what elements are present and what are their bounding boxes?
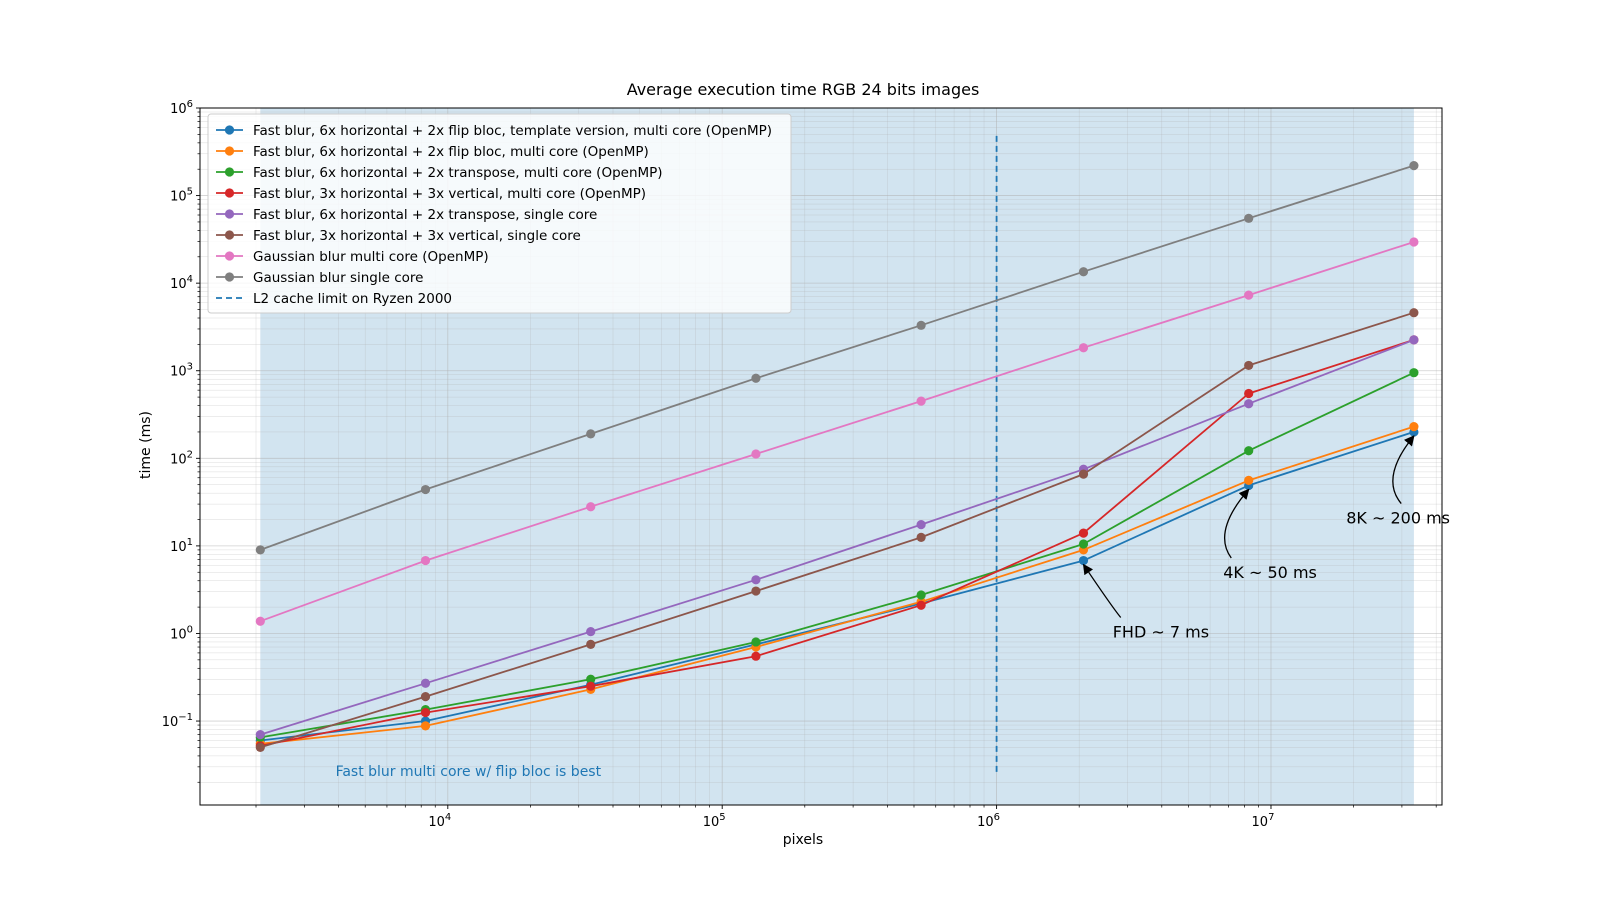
- series-3-point: [916, 590, 926, 600]
- series-7-point: [1244, 290, 1254, 300]
- plot-area: 104 105 106 107 10−1 100 101 102 103 104 105 106 Fas…: [162, 99, 1450, 830]
- legend-label-6: Fast blur, 3x horizontal + 3x vertical, …: [253, 228, 581, 244]
- series-4-point: [916, 600, 926, 610]
- legend-marker-5: [224, 209, 235, 219]
- series-5-point: [255, 730, 265, 740]
- y-axis-label: time (ms): [138, 411, 154, 479]
- legend-marker-8: [224, 272, 235, 282]
- series-7-point: [1409, 237, 1419, 247]
- legend-label-3: Fast blur, 6x horizontal + 2x transpose,…: [253, 165, 663, 181]
- series-8-point: [916, 320, 926, 330]
- series-3-point: [751, 637, 761, 647]
- series-line-6: [260, 311, 1415, 749]
- legend-marker-3: [224, 167, 235, 177]
- series-5-point: [751, 575, 761, 585]
- legend: Fast blur, 6x horizontal + 2x flip bloc,…: [207, 113, 792, 314]
- series-2-point: [1409, 422, 1419, 432]
- series-3-point: [1078, 539, 1089, 549]
- x-tick-label: 107: [1252, 812, 1275, 830]
- legend-label-8: Gaussian blur single core: [253, 270, 423, 286]
- legend-label-5: Fast blur, 6x horizontal + 2x transpose,…: [253, 207, 597, 223]
- x-tick-label: 106: [977, 812, 1000, 830]
- chart-title: Average execution time RGB 24 bits image…: [627, 80, 980, 99]
- series-8-point: [1409, 160, 1419, 171]
- series-6-point: [751, 586, 761, 596]
- y-tick-label: 106: [170, 99, 193, 117]
- series-4-point: [420, 707, 431, 718]
- x-tick-label: 104: [428, 812, 451, 830]
- series-6-point: [1078, 469, 1089, 479]
- series-7-point: [751, 449, 761, 459]
- annotation-label-1: FHD ~ 7 ms: [1113, 622, 1209, 641]
- series-5-point: [420, 678, 431, 688]
- plot-frame: [199, 107, 1443, 806]
- series-3-point: [1244, 446, 1254, 456]
- series-7-point: [255, 616, 265, 626]
- y-tick-label: 103: [170, 362, 193, 380]
- annotation-arrow-1: [1082, 563, 1122, 618]
- series-3-point: [1409, 368, 1419, 378]
- legend-label-1: Fast blur, 6x horizontal + 2x flip bloc,…: [253, 123, 772, 139]
- y-tick-label: 104: [170, 274, 193, 292]
- series-line-2: [260, 425, 1415, 745]
- annotation-label-3: 8K ~ 200 ms: [1346, 509, 1450, 528]
- series-6-point: [255, 742, 265, 753]
- series-7-point: [1078, 343, 1089, 353]
- series-6-point: [1244, 360, 1254, 371]
- legend-marker-2: [224, 146, 235, 156]
- series-6-point: [420, 692, 431, 702]
- y-tick-label: 100: [170, 624, 193, 642]
- series-2-point: [420, 721, 431, 731]
- legend-label-7: Gaussian blur multi core (OpenMP): [253, 249, 489, 265]
- series-5-point: [1409, 335, 1419, 345]
- legend-label-2: Fast blur, 6x horizontal + 2x flip bloc,…: [253, 144, 649, 160]
- series-6-point: [586, 639, 596, 650]
- series-6-point: [916, 532, 926, 543]
- series-line-3: [260, 371, 1415, 739]
- series-5-point: [586, 627, 596, 637]
- x-tick-label: 105: [703, 812, 726, 830]
- y-tick-label: 101: [170, 537, 193, 555]
- legend-marker-1: [224, 125, 235, 135]
- series-7-point: [916, 396, 926, 406]
- series-8-point: [255, 545, 265, 555]
- series-8-point: [1244, 213, 1254, 223]
- series-1-point: [1078, 555, 1089, 566]
- series-line-4: [260, 339, 1415, 747]
- legend-marker-6: [224, 230, 235, 240]
- series-5-point: [1244, 399, 1254, 409]
- annotation-label-2: 4K ~ 50 ms: [1223, 563, 1317, 582]
- legend-label-4: Fast blur, 3x horizontal + 3x vertical, …: [253, 186, 646, 202]
- y-tick-label: 105: [170, 187, 193, 205]
- series-6-point: [1409, 308, 1419, 318]
- y-tick-label: 102: [170, 449, 193, 467]
- series-7-point: [420, 555, 431, 566]
- y-tick-label: 10−1: [162, 712, 193, 730]
- series-7-point: [586, 502, 596, 512]
- series-line-8: [259, 164, 1415, 551]
- legend-marker-7: [224, 251, 235, 261]
- series-3-point: [586, 674, 596, 684]
- series-4-point: [751, 651, 761, 661]
- series-5-point: [916, 520, 926, 530]
- annotation-arrow-3: [1392, 435, 1415, 504]
- annotation-arrow-2: [1224, 488, 1250, 559]
- series-line-7: [259, 241, 1415, 623]
- x-axis-label: pixels: [783, 832, 823, 848]
- series-8-point: [420, 484, 431, 495]
- series-2-point: [1244, 475, 1254, 485]
- series-4-point: [586, 681, 596, 691]
- legend-box: [207, 113, 792, 314]
- series-8-point: [751, 373, 761, 383]
- note-text: Fast blur multi core w/ flip bloc is bes…: [336, 764, 602, 780]
- series-8-point: [1078, 267, 1089, 277]
- series-8-point: [586, 429, 596, 439]
- legend-label-9: L2 cache limit on Ryzen 2000: [253, 291, 452, 307]
- legend-marker-4: [224, 188, 235, 198]
- series-4-point: [1244, 388, 1254, 399]
- series-line-5: [260, 339, 1415, 736]
- series-4-point: [1078, 528, 1089, 538]
